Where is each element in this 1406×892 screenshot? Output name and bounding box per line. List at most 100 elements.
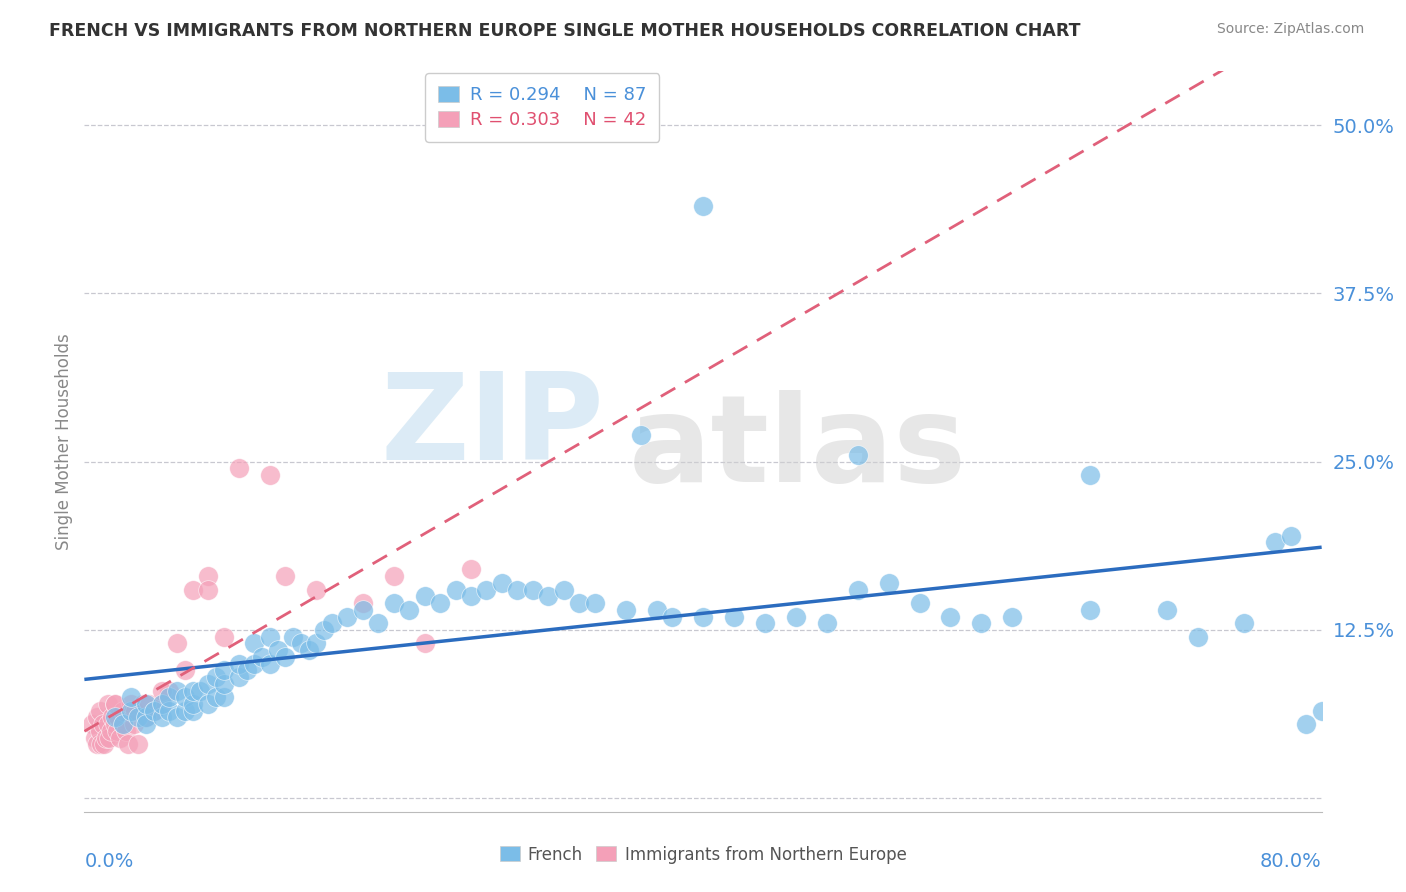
Point	[117, 738, 139, 752]
Point	[846, 582, 869, 597]
Point	[197, 569, 219, 583]
Point	[86, 738, 108, 752]
Text: atlas: atlas	[628, 391, 967, 508]
Point	[135, 717, 157, 731]
Point	[398, 603, 420, 617]
Point	[259, 630, 281, 644]
Point	[181, 704, 204, 718]
Point	[877, 575, 900, 590]
Point	[352, 596, 374, 610]
Point	[413, 590, 436, 604]
Point	[181, 697, 204, 711]
Point	[754, 616, 776, 631]
Point	[1264, 535, 1286, 549]
Point	[98, 731, 121, 745]
Point	[188, 683, 211, 698]
Point	[212, 677, 235, 691]
Point	[205, 670, 228, 684]
Point	[267, 643, 290, 657]
Point	[150, 697, 173, 711]
Point	[429, 596, 451, 610]
Point	[939, 609, 962, 624]
Point	[522, 582, 544, 597]
Point	[785, 609, 807, 624]
Point	[212, 630, 235, 644]
Point	[614, 603, 637, 617]
Point	[305, 636, 328, 650]
Point	[112, 704, 135, 718]
Legend: R = 0.294    N = 87, R = 0.303    N = 42: R = 0.294 N = 87, R = 0.303 N = 42	[425, 73, 659, 142]
Point	[120, 704, 142, 718]
Point	[96, 697, 118, 711]
Point	[205, 690, 228, 705]
Point	[143, 704, 166, 718]
Point	[197, 677, 219, 691]
Point	[723, 609, 745, 624]
Point	[250, 649, 273, 664]
Point	[150, 710, 173, 724]
Point	[181, 683, 204, 698]
Point	[104, 717, 127, 731]
Point	[491, 575, 513, 590]
Point	[174, 664, 197, 678]
Point	[1001, 609, 1024, 624]
Point	[127, 710, 149, 724]
Point	[181, 582, 204, 597]
Point	[908, 596, 931, 610]
Y-axis label: Single Mother Households: Single Mother Households	[55, 334, 73, 549]
Point	[135, 697, 157, 711]
Point	[159, 683, 180, 698]
Point	[444, 582, 467, 597]
Point	[281, 630, 305, 644]
Point	[583, 596, 606, 610]
Point	[321, 616, 343, 631]
Point	[645, 603, 668, 617]
Point	[90, 738, 112, 752]
Point	[159, 704, 180, 718]
Point	[475, 582, 498, 597]
Point	[104, 710, 127, 724]
Point	[93, 738, 115, 752]
Point	[1295, 717, 1317, 731]
Text: 80.0%: 80.0%	[1260, 853, 1322, 871]
Text: ZIP: ZIP	[380, 368, 605, 485]
Point	[120, 697, 142, 711]
Point	[143, 704, 166, 718]
Point	[259, 468, 281, 483]
Point	[120, 690, 142, 705]
Point	[84, 731, 107, 745]
Text: 0.0%: 0.0%	[84, 853, 134, 871]
Point	[105, 723, 128, 738]
Point	[132, 697, 155, 711]
Point	[108, 731, 131, 745]
Point	[228, 670, 250, 684]
Point	[89, 704, 111, 718]
Point	[305, 582, 328, 597]
Point	[228, 461, 250, 475]
Point	[135, 710, 157, 724]
Point	[166, 683, 188, 698]
Point	[150, 683, 173, 698]
Point	[174, 704, 197, 718]
Point	[1279, 529, 1302, 543]
Point	[89, 723, 111, 738]
Point	[212, 690, 235, 705]
Text: Source: ZipAtlas.com: Source: ZipAtlas.com	[1216, 22, 1364, 37]
Point	[91, 717, 114, 731]
Point	[107, 710, 129, 724]
Point	[1187, 630, 1209, 644]
Point	[235, 664, 259, 678]
Point	[112, 717, 135, 731]
Point	[86, 710, 108, 724]
Point	[197, 697, 219, 711]
Point	[274, 649, 297, 664]
Point	[692, 609, 714, 624]
Point	[1078, 603, 1101, 617]
Point	[970, 616, 993, 631]
Point	[336, 609, 359, 624]
Legend: French, Immigrants from Northern Europe: French, Immigrants from Northern Europe	[494, 839, 912, 871]
Point	[82, 717, 104, 731]
Point	[352, 603, 374, 617]
Point	[290, 636, 312, 650]
Point	[846, 448, 869, 462]
